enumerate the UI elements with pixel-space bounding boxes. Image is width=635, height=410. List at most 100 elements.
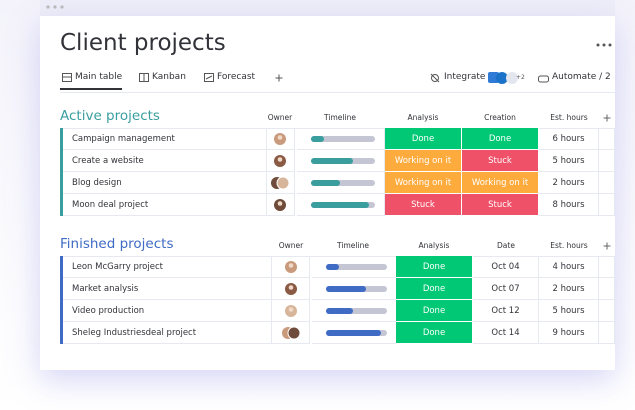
- hours-cell: 6 hours: [539, 128, 599, 150]
- tab[interactable]: Kanban: [152, 72, 186, 82]
- column-header: Date: [497, 241, 515, 250]
- column-header: Owner: [267, 113, 293, 122]
- tab[interactable]: Main table: [75, 72, 123, 82]
- item-name-cell: Blog design: [63, 172, 267, 194]
- timeline-cell: [297, 150, 385, 172]
- hours-cell: 4 hours: [539, 256, 599, 278]
- status-cell: Done: [396, 300, 473, 322]
- timeline-progress: [326, 264, 340, 270]
- owner-cell: [272, 322, 310, 344]
- status-cell: Done: [396, 256, 473, 278]
- column-header: Creation: [484, 113, 516, 122]
- owner-avatar: [273, 132, 286, 145]
- divider: [60, 92, 615, 93]
- window-dots: [46, 5, 64, 9]
- empty-cell: [599, 150, 615, 172]
- group-color-bar: [60, 172, 63, 194]
- hours-cell: 9 hours: [539, 322, 599, 344]
- status-cell: Working on it: [385, 150, 462, 172]
- owner-cell: [272, 278, 310, 300]
- timeline-progress: [311, 136, 324, 142]
- owner-cell: [272, 256, 310, 278]
- empty-cell: [599, 172, 615, 194]
- board-title: Client projects: [60, 30, 226, 56]
- status-cell: Stuck: [462, 194, 539, 216]
- browser-bar: [40, 0, 615, 16]
- column-header: Est. hours: [550, 113, 588, 122]
- date-cell: Oct 04: [473, 256, 539, 278]
- item-name-cell: Campaign management: [63, 128, 267, 150]
- item-name-cell: Leon McGarry project: [63, 256, 272, 278]
- timeline-progress: [311, 202, 369, 208]
- status-cell: Stuck: [462, 150, 539, 172]
- timeline-track: [326, 308, 387, 314]
- tab[interactable]: Forecast: [217, 72, 256, 82]
- hours-cell: 5 hours: [539, 150, 599, 172]
- status-cell: Done: [385, 128, 462, 150]
- status-cell: Working on it: [385, 172, 462, 194]
- item-name-cell: Moon deal project: [63, 194, 267, 216]
- more-menu[interactable]: [596, 42, 612, 48]
- column-header: Analysis: [407, 113, 439, 122]
- timeline-cell: [297, 128, 385, 150]
- group-color-bar: [60, 322, 63, 344]
- date-cell: Oct 12: [473, 300, 539, 322]
- add-column-icon[interactable]: [603, 242, 611, 250]
- group-color-bar: [60, 278, 63, 300]
- owner-avatar: [284, 304, 297, 317]
- column-header: Est. hours: [550, 241, 588, 250]
- hours-cell: 5 hours: [539, 300, 599, 322]
- empty-cell: [599, 194, 615, 216]
- group-color-bar: [60, 300, 63, 322]
- group-top-border: [60, 256, 615, 257]
- hours-cell: 2 hours: [539, 278, 599, 300]
- status-cell: Stuck: [385, 194, 462, 216]
- status-cell: Done: [462, 128, 539, 150]
- timeline-progress: [311, 158, 353, 164]
- owner-avatar: [273, 154, 286, 167]
- timeline-track: [311, 180, 375, 186]
- owner-avatar: [270, 176, 289, 189]
- group-color-bar: [60, 256, 63, 278]
- kanban-icon: [139, 73, 149, 82]
- hours-cell: 2 hours: [539, 172, 599, 194]
- owner-cell: [265, 150, 295, 172]
- item-name-cell: Sheleg Industriesdeal project: [63, 322, 272, 344]
- status-cell: Working on it: [462, 172, 539, 194]
- owner-avatar: [284, 260, 297, 273]
- owner-cell: [265, 194, 295, 216]
- timeline-progress: [326, 286, 366, 292]
- empty-cell: [599, 300, 615, 322]
- integrate-button[interactable]: Integrate: [444, 72, 486, 82]
- group-title: Finished projects: [60, 236, 174, 252]
- timeline-progress: [326, 330, 381, 336]
- hours-cell: 8 hours: [539, 194, 599, 216]
- timeline-cell: [297, 172, 385, 194]
- group-top-border: [60, 128, 615, 129]
- tab-underline: [60, 88, 122, 90]
- timeline-track: [326, 264, 387, 270]
- owner-avatar: [273, 198, 286, 211]
- add-column-icon[interactable]: [603, 114, 611, 122]
- status-cell: Done: [396, 278, 473, 300]
- owner-cell: [272, 300, 310, 322]
- automate-button[interactable]: Automate / 2: [552, 72, 611, 82]
- column-header: Timeline: [337, 241, 369, 250]
- empty-cell: [599, 256, 615, 278]
- column-header: Owner: [278, 241, 304, 250]
- add-view[interactable]: [275, 74, 283, 82]
- owner-cell: [265, 128, 295, 150]
- empty-cell: [599, 322, 615, 344]
- group-color-bar: [60, 194, 63, 216]
- integrate-icon: [430, 73, 440, 83]
- integrate-count: +2: [516, 74, 525, 81]
- column-header: Timeline: [324, 113, 356, 122]
- date-cell: Oct 14: [473, 322, 539, 344]
- group-title: Active projects: [60, 108, 160, 124]
- group-color-bar: [60, 128, 63, 150]
- owner-avatar: [281, 326, 300, 339]
- owner-avatar: [284, 282, 297, 295]
- item-name-cell: Market analysis: [63, 278, 272, 300]
- status-cell: Done: [396, 322, 473, 344]
